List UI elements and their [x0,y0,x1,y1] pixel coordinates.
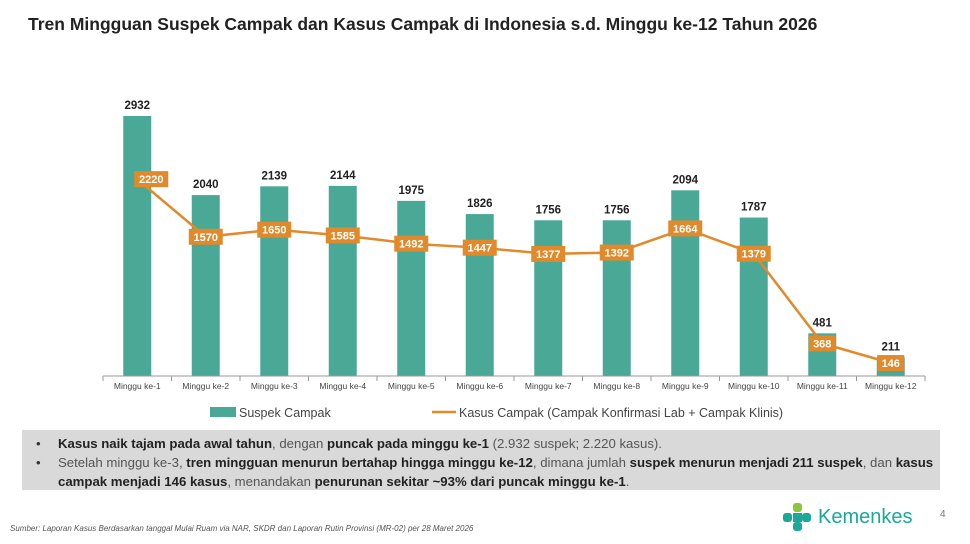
line-point-label: 368 [813,338,831,350]
x-tick-label: Minggu ke-10 [728,381,780,391]
line-point-label: 1447 [468,243,492,255]
line-point-label: 1664 [673,223,698,235]
bar-suspek [397,200,426,376]
note-text: kasus campak menjadi 146 kasus [58,455,934,489]
bar-label: 211 [881,341,900,353]
x-tick-label: Minggu ke-6 [456,381,503,391]
x-tick-label: Minggu ke-8 [593,381,640,391]
bar-label: 2144 [330,170,356,182]
line-point-label-bg [188,228,223,245]
x-tick-label: Minggu ke-1 [114,381,161,391]
bar-label: 2139 [261,170,287,182]
line-point-label-bg [531,245,566,262]
legend-swatch-suspek [210,407,236,417]
line-point-label-bg [394,235,429,252]
line-point-label: 1377 [536,249,560,261]
note-text: suspek menurun menjadi 211 suspek [629,455,863,470]
bar-suspek [534,220,563,376]
note-text: penurunan sekitar ~93% dari puncak mingg… [314,474,626,489]
line-point-label-bg [736,245,771,262]
x-tick-label: Minggu ke-4 [319,381,366,391]
note-text: , menandakan [227,474,315,489]
bar-suspek [465,214,494,376]
note-text: , dengan [272,436,328,451]
kemenkes-logo: Kemenkes [782,502,913,532]
line-point-label: 1392 [605,248,629,260]
note-text: Setelah minggu ke-3, [58,455,187,470]
bar-label: 2932 [124,100,150,112]
line-point-label: 1585 [331,230,355,242]
bar-suspek [328,185,357,376]
bar-label: 1756 [535,204,561,216]
line-point-label: 1650 [262,225,286,237]
x-tick-label: Minggu ke-9 [662,381,709,391]
bar-label: 1787 [741,202,767,214]
x-tick-label: Minggu ke-12 [865,381,917,391]
bar-suspek [739,217,768,376]
kemenkes-logo-icon [783,503,811,531]
note-text: Kasus naik tajam pada awal tahun [58,436,273,451]
line-point-label: 2220 [139,174,163,186]
line-point-label: 1570 [194,232,218,244]
note-text: . [625,474,630,489]
note-text: , dan [862,455,896,470]
line-point-label-bg [668,220,703,237]
bar-label: 1975 [398,185,424,197]
x-tick-label: Minggu ke-7 [525,381,572,391]
bar-label: 2040 [193,179,219,191]
note-text: puncak pada minggu ke-1 [327,436,489,451]
legend-label-kasus: Kasus Campak (Campak Konfirmasi Lab + Ca… [459,406,783,420]
chart: 2932 Minggu ke-1 2040 Minggu ke-2 2139 Minggu… [102,100,926,420]
bar-label: 1756 [604,204,630,216]
bar-label: 2094 [672,174,698,186]
bar-suspek [671,190,700,376]
bar-suspek [191,195,220,376]
bar-suspek [260,186,289,376]
x-tick-label: Minggu ke-11 [797,381,848,391]
line-point-label-bg [599,244,634,261]
line-point-label-bg [257,221,292,238]
note-text: (2.932 suspek; 2.220 kasus). [488,436,662,451]
line-point-label-bg [462,239,497,256]
x-tick-label: Minggu ke-2 [182,381,229,391]
note-item: Kasus naik tajam pada awal tahun, dengan… [22,434,940,453]
line-point-label-bg [134,171,169,188]
bar-label: 1826 [467,198,493,210]
x-tick-label: Minggu ke-5 [388,381,435,391]
line-point-label-bg [325,227,360,244]
line-point-label: 146 [882,358,900,370]
note-text: tren mingguan menurun bertahap hingga mi… [186,455,533,470]
bar-label: 481 [813,317,833,329]
bar-suspek [602,220,631,376]
bar-suspek [123,116,152,376]
chart-title: Tren Mingguan Suspek Campak dan Kasus Ca… [28,14,818,34]
line-point-label: 1379 [742,249,766,261]
summary-notes: Kasus naik tajam pada awal tahun, dengan… [22,430,940,490]
logo-text: Kemenkes [818,505,913,528]
page-number: 4 [940,509,946,520]
source-note: Sumber: Laporan Kasus Berdasarkan tangga… [10,524,474,533]
line-point-label: 1492 [399,239,423,251]
line-point-label-bg [877,355,905,372]
legend-label-suspek: Suspek Campak [239,406,331,420]
line-kasus [136,178,892,365]
note-text: , dimana jumlah [532,455,630,470]
x-tick-label: Minggu ke-3 [251,381,298,391]
line-point-label-bg [808,335,836,352]
note-item: Setelah minggu ke-3, tren mingguan menur… [22,453,940,491]
